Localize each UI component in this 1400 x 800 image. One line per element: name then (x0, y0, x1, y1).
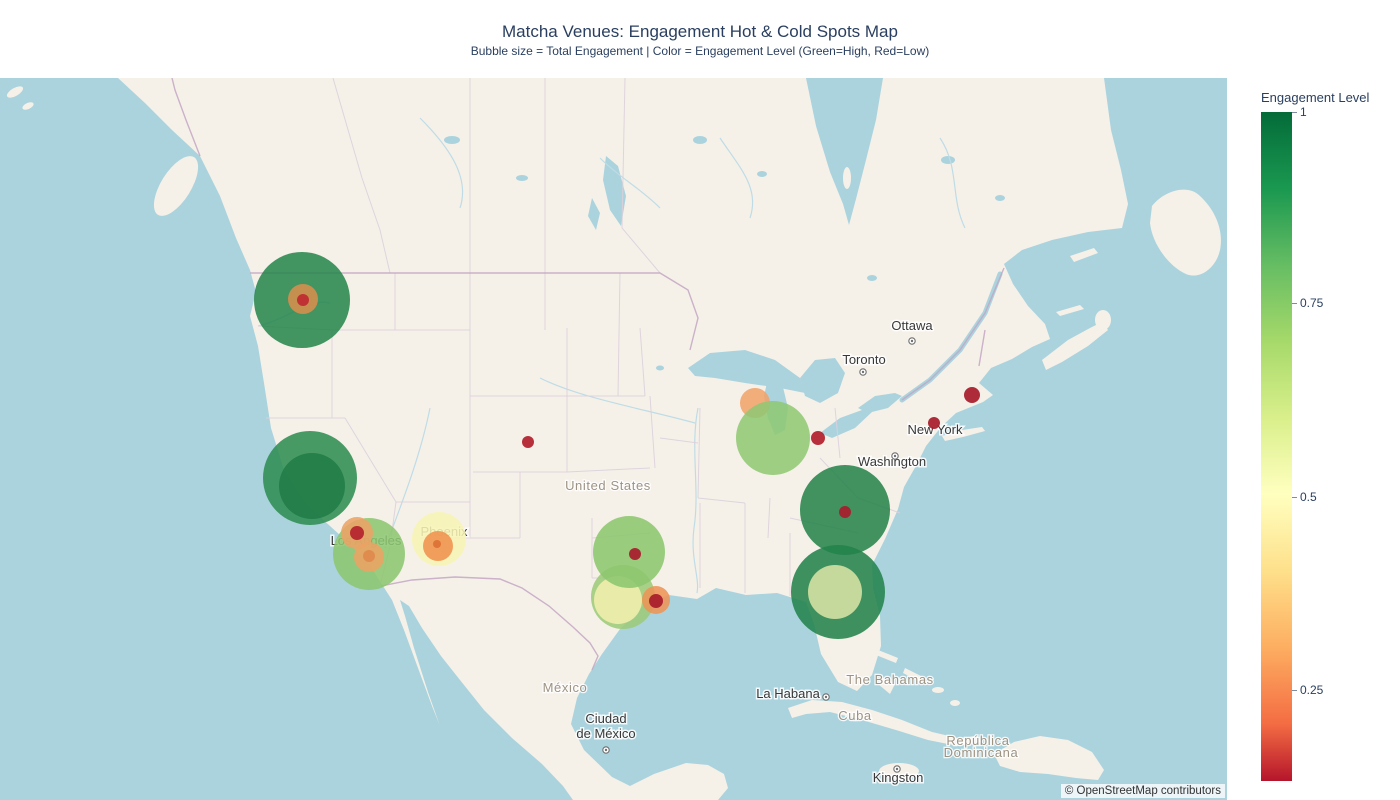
venue-bubble-houston-red[interactable] (649, 594, 663, 608)
colorbar-tickmark-0.5 (1292, 497, 1297, 498)
la-habana-town-icon (822, 693, 830, 701)
cuba (788, 700, 982, 746)
colorbar-tickmark-1 (1292, 112, 1297, 113)
ottawa-town-icon (908, 337, 916, 345)
map-label-cuba: Cuba (838, 708, 872, 723)
map-label-new-york: New York (908, 422, 963, 437)
hispaniola (994, 736, 1104, 780)
colorbar-title: Engagement Level (1261, 90, 1370, 105)
map-label-dominicana: Dominicana (944, 745, 1019, 760)
map-label-m-xico: México (543, 680, 588, 695)
map-label-united-states: United States (565, 478, 651, 493)
colorbar-tick-0.5: 0.5 (1300, 490, 1317, 504)
map-label-de-m-xico: de México (576, 726, 635, 741)
map-label-ottawa: Ottawa (891, 318, 933, 333)
venue-bubble-boston-red[interactable] (964, 387, 980, 403)
kingston-town-icon (893, 765, 901, 773)
chart-title: Matcha Venues: Engagement Hot & Cold Spo… (502, 22, 898, 41)
bahamas-islands (861, 638, 960, 706)
atlantic-gulf-ocean (571, 78, 1227, 800)
james-bay-island (843, 167, 851, 189)
chart-subtitle: Bubble size = Total Engagement | Color =… (470, 44, 930, 58)
anticosti-island (1070, 248, 1098, 262)
map-canvas[interactable]: Ottawa Toronto New York Washington United St… (0, 78, 1227, 800)
pacific-ocean (0, 78, 573, 800)
venue-bubble-ohio-red[interactable] (811, 431, 825, 445)
lake-winnipeg (603, 156, 626, 226)
map-label-la-habana: La Habana (756, 686, 820, 701)
venue-bubble-sanfrancisco-inner[interactable] (279, 453, 345, 519)
prince-edward-island (1056, 305, 1084, 316)
osm-attribution[interactable]: © OpenStreetMap contributors (1060, 784, 1225, 798)
markers-layer (602, 337, 916, 773)
venue-bubble-phoenix-core[interactable] (433, 540, 441, 548)
cape-breton (1095, 310, 1111, 330)
venue-bubble-newyork-red[interactable] (928, 417, 940, 429)
venue-bubble-dallas-green[interactable] (593, 516, 665, 588)
lake-erie (820, 410, 872, 438)
country-borders (171, 78, 1005, 671)
colorbar-tick-0.75: 0.75 (1300, 296, 1324, 310)
venue-bubble-austin-inner-yellow[interactable] (594, 576, 642, 624)
colorbar-tick-1: 1 (1300, 105, 1307, 119)
nova-scotia (1042, 322, 1108, 370)
long-island (942, 427, 985, 441)
lake-manitoba (588, 198, 600, 230)
venue-bubble-seattle-small[interactable] (297, 294, 309, 306)
colorbar: 1 0.75 0.5 0.25 (1261, 105, 1323, 781)
map-label-rep-blica: República (946, 733, 1009, 748)
map-label-the-bahamas: The Bahamas (846, 672, 934, 687)
map-label-kingston: Kingston (873, 770, 924, 785)
map-label-ciudad: Ciudad (585, 711, 626, 726)
bubbles-layer (254, 252, 980, 639)
venue-bubble-mountain-west-red[interactable] (522, 436, 534, 448)
vancouver-island (153, 156, 199, 216)
map-label-toronto: Toronto (842, 352, 885, 367)
top-left-islands (6, 86, 34, 110)
venue-bubble-chicago-green[interactable] (736, 401, 810, 475)
washington-town-icon (891, 452, 899, 460)
colorbar-tickmark-0.75 (1292, 303, 1297, 304)
map-label-washington: Washington (858, 454, 926, 469)
lake-huron (800, 358, 845, 403)
toronto-town-icon (859, 368, 867, 376)
venue-bubble-southeast-red[interactable] (839, 506, 851, 518)
mexico-city-town-icon (602, 746, 610, 754)
venue-bubble-florida-inner-yellowgreen[interactable] (808, 565, 862, 619)
venue-bubble-losangeles-north-red[interactable] (350, 526, 364, 540)
venue-bubble-losangeles-south-core[interactable] (363, 550, 375, 562)
colorbar-tickmark-0.25 (1292, 690, 1297, 691)
lake-ontario (858, 393, 902, 413)
newfoundland (1150, 189, 1221, 276)
basemap-svg: Ottawa Toronto New York Washington United St… (0, 78, 1227, 800)
venue-bubble-dallas-red[interactable] (629, 548, 641, 560)
james-bay (806, 78, 883, 225)
small-lakes (444, 136, 1005, 371)
colorbar-tick-0.25: 0.25 (1300, 683, 1324, 697)
